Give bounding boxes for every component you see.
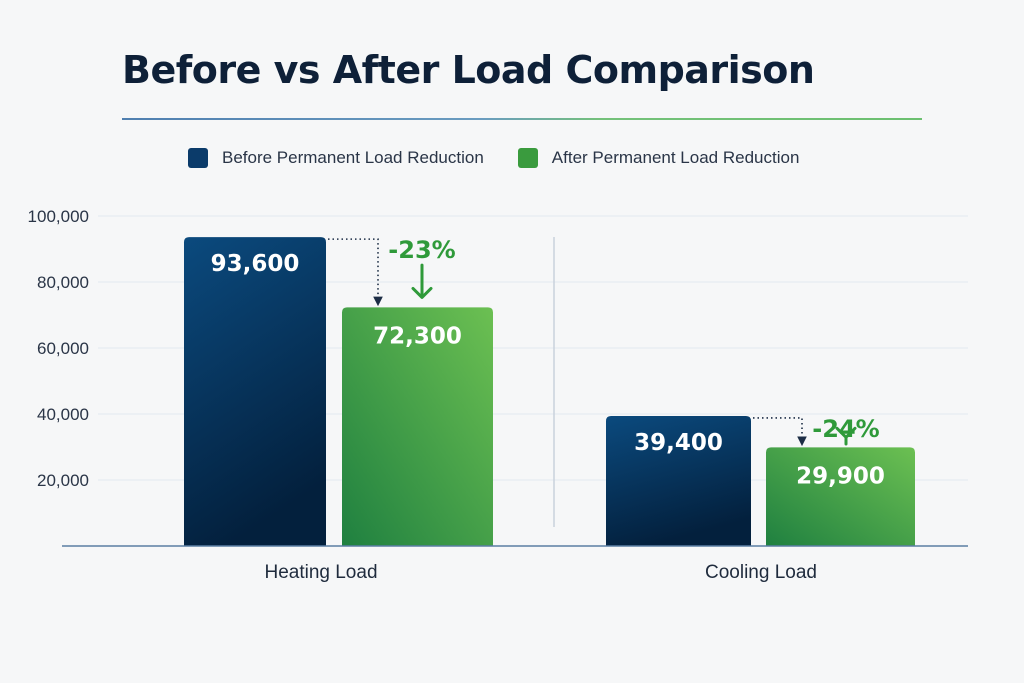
- legend-item-after: After Permanent Load Reduction: [517, 148, 800, 168]
- data-label-before: 39,400: [634, 430, 723, 456]
- category-label-cooling: Cooling Load: [705, 562, 817, 583]
- y-tick-label: 60,000: [37, 339, 89, 358]
- title-divider: [122, 118, 922, 120]
- data-label-after: 29,900: [796, 463, 885, 489]
- data-label-after: 72,300: [373, 323, 462, 349]
- bar-after: [342, 307, 493, 546]
- down-arrow-icon: [411, 263, 433, 299]
- y-tick-label: 20,000: [37, 471, 89, 490]
- legend-label-after: After Permanent Load Reduction: [551, 148, 800, 167]
- legend-item-before: Before Permanent Load Reduction: [188, 148, 484, 168]
- down-arrow-icon: [835, 426, 857, 446]
- percent-change-label: -23%: [388, 236, 455, 264]
- data-label-before: 93,600: [211, 251, 300, 277]
- reduction-connector: [328, 238, 383, 307]
- legend-swatch-after: [517, 148, 538, 168]
- bar-after: [766, 447, 915, 546]
- legend: Before Permanent Load Reduction After Pe…: [188, 148, 833, 168]
- y-tick-label: 100,000: [28, 207, 89, 226]
- bar-before: [606, 415, 751, 546]
- category-label-heating: Heating Load: [264, 562, 378, 583]
- chart-title: Before vs After Load Comparison: [122, 48, 815, 92]
- legend-swatch-before: [188, 148, 208, 168]
- legend-label-before: Before Permanent Load Reduction: [222, 148, 484, 167]
- y-tick-label: 80,000: [37, 273, 89, 292]
- y-tick-label: 40,000: [37, 405, 89, 424]
- bar-before: [184, 237, 326, 546]
- reduction-connector: [753, 417, 807, 447]
